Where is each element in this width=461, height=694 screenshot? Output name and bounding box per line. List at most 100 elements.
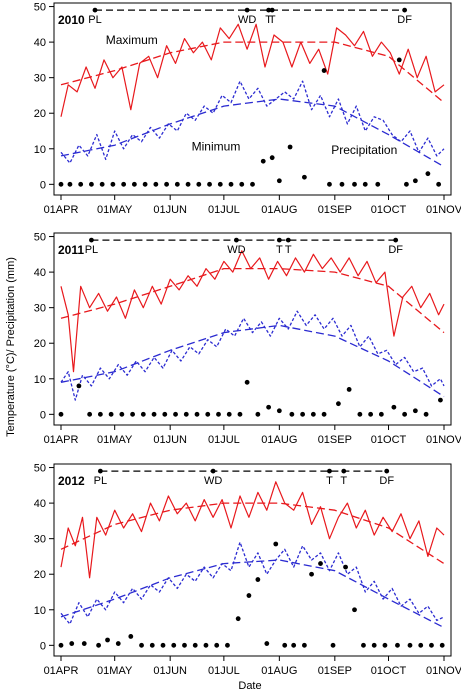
- y-tick-label: 0: [40, 640, 46, 652]
- y-tick-label: 0: [40, 179, 46, 191]
- x-tick-label: 01JUN: [153, 204, 187, 216]
- plot-frame: [53, 463, 452, 657]
- precipitation-point: [391, 404, 397, 410]
- stage-point: [97, 468, 103, 474]
- series-annotation: Minimum: [192, 140, 241, 154]
- precipitation-point: [99, 181, 105, 187]
- stage-point: [285, 237, 291, 243]
- precipitation-point: [69, 641, 75, 646]
- precipitation-point: [352, 181, 357, 187]
- precipitation-point: [327, 181, 332, 187]
- x-tick-label: 01JUL: [208, 204, 240, 216]
- stage-label: PL: [94, 475, 107, 487]
- precipitation-point: [343, 564, 348, 570]
- stage-label: PL: [85, 244, 98, 256]
- x-tick-label: 01NOV: [426, 434, 461, 446]
- precipitation-point: [174, 181, 180, 187]
- precipitation-point: [192, 642, 198, 648]
- precipitation-point: [76, 383, 82, 389]
- precipitation-point: [96, 642, 101, 648]
- x-tick-label: 01AUG: [261, 204, 297, 216]
- precipitation-point: [291, 642, 297, 648]
- x-tick-label: 01OCT: [371, 434, 407, 446]
- y-tick-label: 50: [34, 2, 46, 14]
- precipitation-point: [289, 411, 295, 417]
- stage-label: T: [326, 475, 333, 487]
- stage-label: WD: [204, 475, 222, 487]
- precipitation-point: [151, 411, 157, 417]
- stage-point: [233, 237, 239, 243]
- precipitation-point: [250, 181, 255, 187]
- precipitation-point: [216, 411, 221, 417]
- stage-point: [341, 468, 347, 474]
- stage-point: [92, 7, 98, 13]
- y-tick-label: 40: [34, 37, 46, 49]
- x-tick-label: 01MAY: [97, 204, 133, 216]
- panel-year-label: 2010: [58, 13, 85, 27]
- x-tick-label: 01JUN: [153, 434, 187, 446]
- y-tick-label: 10: [34, 144, 46, 156]
- precipitation-point: [203, 642, 209, 648]
- stage-point: [402, 7, 408, 13]
- precipitation-point: [412, 408, 418, 414]
- precipitation-point: [185, 181, 191, 187]
- precipitation-point: [382, 642, 388, 648]
- x-tick-label: 01OCT: [371, 665, 407, 677]
- stage-label: WD: [238, 14, 256, 26]
- precipitation-point: [276, 408, 282, 414]
- y-axis-title: Temperature (°C)/ Precipitation (mm): [5, 257, 17, 437]
- precipitation-point: [217, 181, 223, 187]
- precipitation-point: [321, 411, 327, 417]
- series-line: [60, 481, 445, 579]
- precipitation-point: [128, 634, 134, 639]
- stage-point: [276, 237, 282, 243]
- precipitation-point: [214, 642, 220, 648]
- stage-point: [210, 468, 216, 474]
- precipitation-point: [131, 181, 137, 187]
- precipitation-point: [207, 181, 212, 187]
- precipitation-point: [309, 571, 314, 577]
- precipitation-point: [130, 411, 135, 417]
- precipitation-point: [226, 411, 232, 417]
- precipitation-point: [237, 411, 243, 417]
- precipitation-point: [438, 397, 443, 403]
- stage-label: DF: [388, 244, 403, 256]
- plot-frame: [53, 2, 452, 196]
- precipitation-point: [310, 411, 316, 417]
- precipitation-point: [300, 411, 306, 417]
- precipitation-point: [264, 641, 270, 646]
- x-tick-label: 01APR: [44, 665, 79, 677]
- precipitation-point: [418, 642, 424, 648]
- precipitation-point: [318, 561, 323, 566]
- precipitation-point: [67, 181, 73, 187]
- precipitation-point: [205, 411, 211, 417]
- precipitation-point: [407, 642, 413, 648]
- stage-point: [244, 7, 250, 13]
- precipitation-point: [425, 171, 431, 177]
- y-tick-label: 50: [34, 232, 46, 244]
- series-line: [60, 559, 445, 629]
- precipitation-point: [78, 181, 84, 187]
- stage-point: [393, 237, 399, 243]
- precipitation-point: [282, 642, 288, 648]
- precipitation-point: [302, 642, 307, 648]
- series-line: [60, 310, 445, 401]
- stage-label: PL: [88, 14, 101, 26]
- panel-2011: 0 10 20 30 40 50 01APR 01MAY 01JUN 01JUL 01AUG 01SE…: [34, 232, 461, 446]
- stage-label: DF: [379, 475, 394, 487]
- precipitation-point: [173, 411, 178, 417]
- series-line: [60, 324, 445, 398]
- precipitation-point: [423, 411, 429, 417]
- y-tick-label: 20: [34, 338, 46, 350]
- stage-label: T: [340, 475, 347, 487]
- precipitation-point: [162, 411, 168, 417]
- precipitation-point: [436, 181, 442, 187]
- precipitation-point: [115, 641, 121, 646]
- y-tick-label: 10: [34, 605, 46, 617]
- precipitation-point: [321, 68, 327, 73]
- panel-2012: 0 10 20 30 40 50 01APR 01MAY 01JUN 01JUL 01AUG 01SE…: [34, 463, 461, 677]
- precipitation-point: [402, 411, 408, 417]
- series-line: [60, 98, 445, 168]
- precipitation-point: [225, 642, 230, 648]
- precipitation-point: [269, 155, 275, 161]
